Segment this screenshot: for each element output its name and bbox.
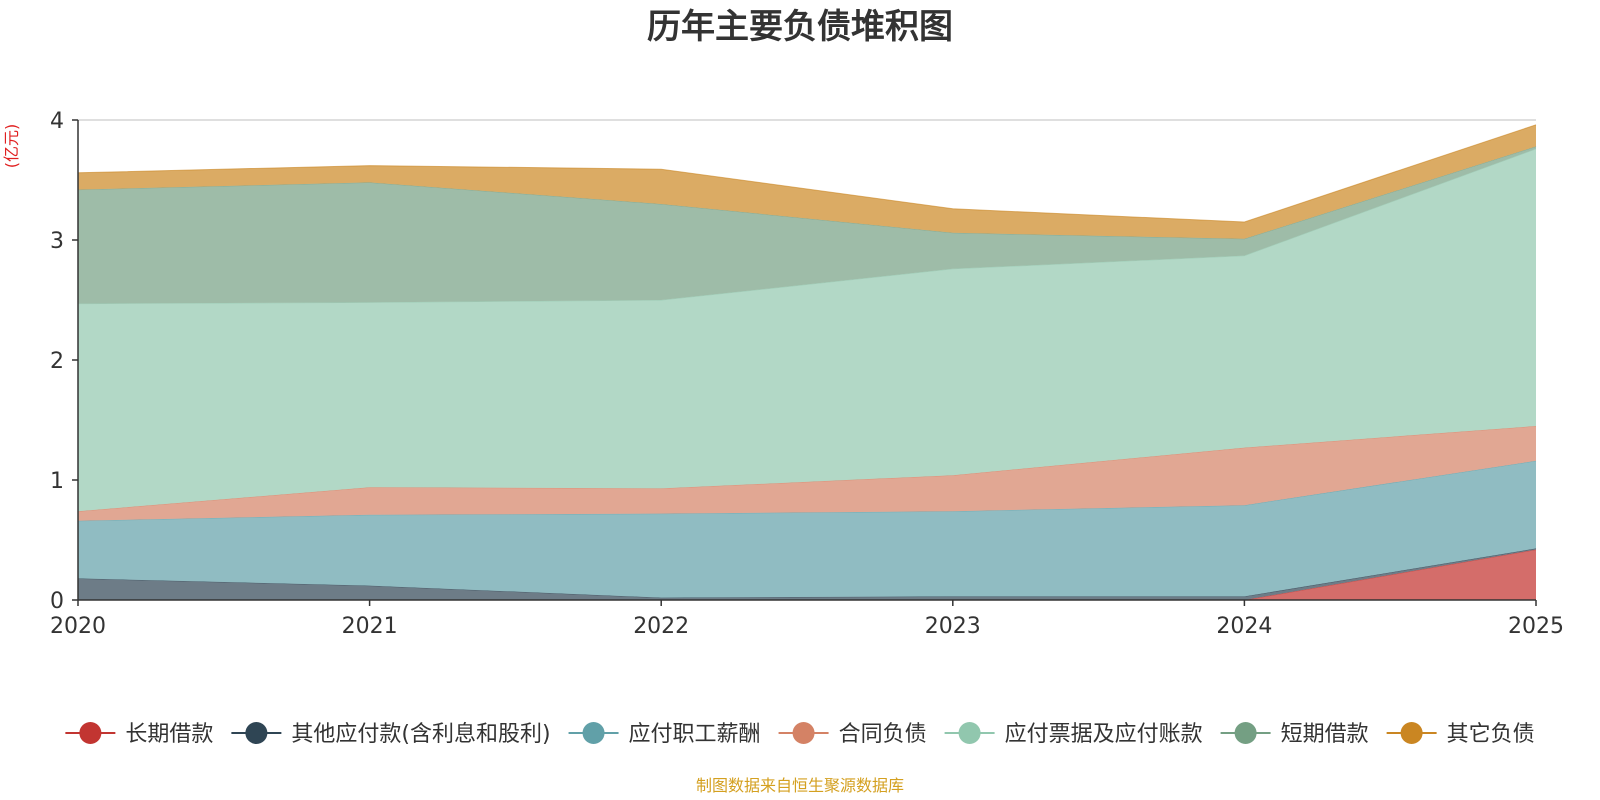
chart-title: 历年主要负债堆积图: [647, 7, 953, 47]
legend-label: 长期借款: [125, 722, 213, 747]
data-source-note: 制图数据来自恒生聚源数据库: [696, 776, 904, 795]
y-tick-label-0: 0: [50, 589, 64, 614]
area-series-2: [78, 460, 1536, 598]
legend-item-2[interactable]: 应付职工薪酬: [568, 722, 761, 747]
legend-marker-dot: [1234, 722, 1257, 744]
legend-label: 合同负债: [839, 722, 927, 747]
y-tick-label-3: 3: [50, 229, 64, 254]
x-tick-label-2025: 2025: [1508, 614, 1564, 639]
area-series-4: [78, 148, 1536, 512]
legend-item-6[interactable]: 其它负债: [1386, 722, 1535, 747]
legend-marker-dot: [582, 722, 605, 744]
y-axis-unit-label: (亿元): [2, 124, 21, 169]
legend-item-4[interactable]: 应付票据及应付账款: [944, 722, 1203, 747]
area-series-0: [78, 549, 1536, 600]
legend-item-1[interactable]: 其他应付款(含利息和股利): [231, 722, 551, 747]
x-tick-label-2023: 2023: [925, 614, 981, 639]
y-tick-label-1: 1: [50, 469, 64, 494]
area-series-5: [78, 146, 1536, 304]
area-series-line-6: [77, 124, 1537, 223]
x-tick-label-2022: 2022: [633, 614, 689, 639]
x-tick-label-2021: 2021: [342, 614, 398, 639]
legend-item-5[interactable]: 短期借款: [1220, 722, 1369, 747]
x-tick-label-2024: 2024: [1216, 614, 1272, 639]
area-series-3: [78, 426, 1536, 521]
y-tick-label-4: 4: [50, 109, 64, 134]
legend-label: 其它负债: [1447, 722, 1535, 747]
area-series-6: [78, 124, 1536, 239]
axes: 0 1 2 3 4 2020 2021 2022 2023 2024 2025: [50, 109, 1564, 639]
area-series-1: [78, 548, 1536, 600]
area-series-group: [77, 124, 1537, 601]
legend-marker-dot: [245, 722, 268, 744]
legend[interactable]: 长期借款 其他应付款(含利息和股利) 应付职工薪酬 合同负债 应付票据及应付账款 短期借款…: [65, 722, 1535, 747]
legend-item-3[interactable]: 合同负债: [778, 722, 927, 747]
legend-marker-dot: [79, 722, 102, 744]
legend-marker-dot: [1400, 722, 1423, 744]
y-tick-label-2: 2: [50, 349, 64, 374]
x-tick-label-2020: 2020: [50, 614, 106, 639]
legend-label: 短期借款: [1281, 722, 1369, 747]
legend-marker-dot: [958, 722, 981, 744]
legend-label: 其他应付款(含利息和股利): [291, 722, 550, 747]
legend-label: 应付票据及应付账款: [1005, 722, 1203, 747]
legend-marker-dot: [792, 722, 815, 744]
legend-item-0[interactable]: 长期借款: [65, 722, 213, 747]
legend-label: 应付职工薪酬: [629, 722, 761, 747]
